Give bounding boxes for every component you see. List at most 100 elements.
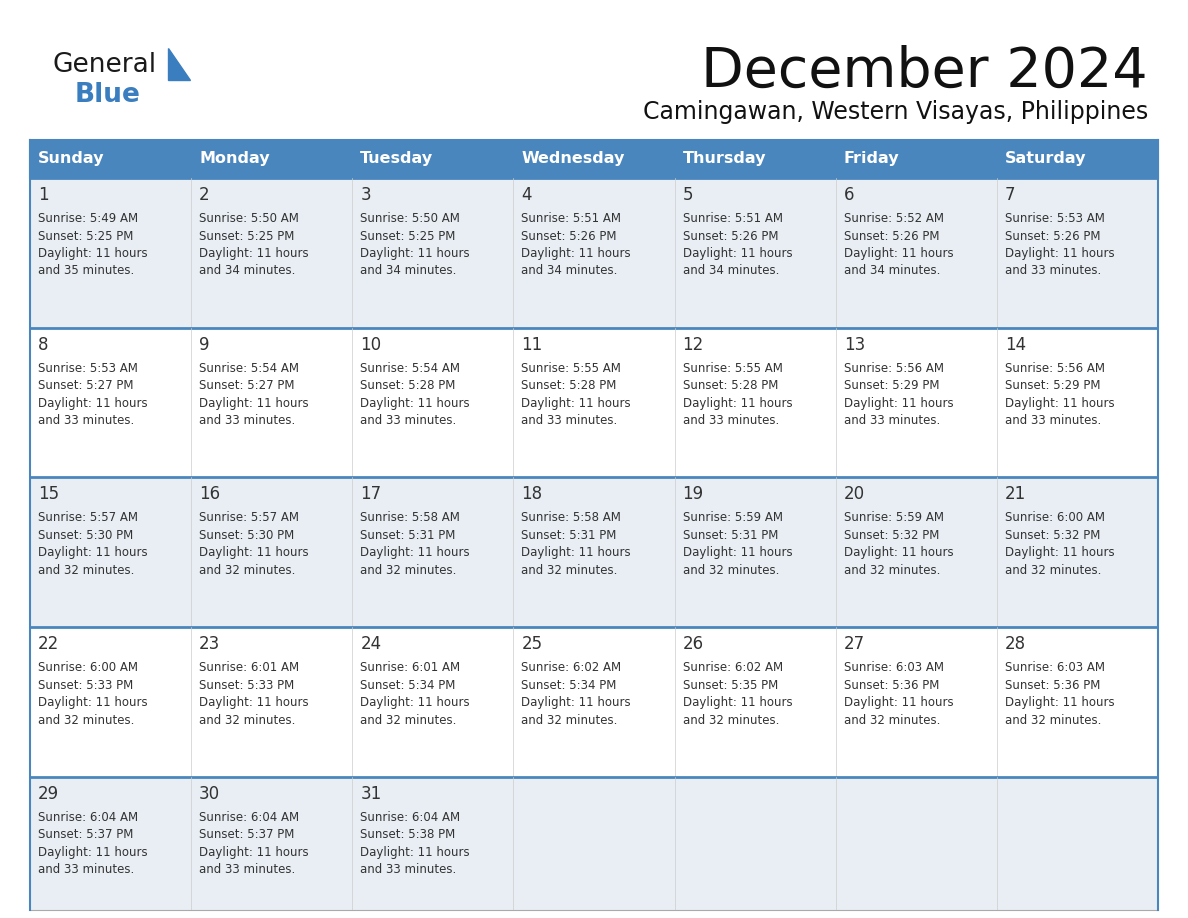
Text: Daylight: 11 hours: Daylight: 11 hours (522, 546, 631, 559)
Text: Sunrise: 6:01 AM: Sunrise: 6:01 AM (200, 661, 299, 674)
Text: and 32 minutes.: and 32 minutes. (843, 564, 940, 577)
Bar (353, 140, 513, 178)
Text: Sunrise: 5:53 AM: Sunrise: 5:53 AM (38, 362, 138, 375)
Text: Sunset: 5:31 PM: Sunset: 5:31 PM (683, 529, 778, 542)
Bar (191, 140, 353, 178)
Text: Daylight: 11 hours: Daylight: 11 hours (38, 546, 147, 559)
Text: Sunset: 5:32 PM: Sunset: 5:32 PM (1005, 529, 1100, 542)
Text: Daylight: 11 hours: Daylight: 11 hours (200, 247, 309, 260)
Text: Daylight: 11 hours: Daylight: 11 hours (1005, 546, 1114, 559)
Text: Sunrise: 5:56 AM: Sunrise: 5:56 AM (1005, 362, 1105, 375)
Text: 21: 21 (1005, 486, 1026, 503)
Text: Sunset: 5:26 PM: Sunset: 5:26 PM (522, 230, 617, 242)
Text: Sunrise: 5:54 AM: Sunrise: 5:54 AM (200, 362, 299, 375)
Text: 18: 18 (522, 486, 543, 503)
Text: and 33 minutes.: and 33 minutes. (843, 414, 940, 427)
Text: Daylight: 11 hours: Daylight: 11 hours (843, 247, 953, 260)
Text: and 32 minutes.: and 32 minutes. (1005, 564, 1101, 577)
Bar (30, 477, 1158, 627)
Text: Daylight: 11 hours: Daylight: 11 hours (360, 546, 470, 559)
Bar (30, 140, 1158, 178)
Text: 16: 16 (200, 486, 220, 503)
Text: 25: 25 (522, 635, 543, 653)
Text: and 34 minutes.: and 34 minutes. (843, 264, 940, 277)
Text: and 34 minutes.: and 34 minutes. (683, 264, 779, 277)
Text: 29: 29 (38, 785, 59, 802)
Text: Sunset: 5:33 PM: Sunset: 5:33 PM (38, 678, 133, 691)
Text: Daylight: 11 hours: Daylight: 11 hours (683, 247, 792, 260)
Text: Sunset: 5:31 PM: Sunset: 5:31 PM (360, 529, 456, 542)
Text: 4: 4 (522, 186, 532, 204)
Text: and 34 minutes.: and 34 minutes. (360, 264, 456, 277)
Text: Sunset: 5:26 PM: Sunset: 5:26 PM (843, 230, 940, 242)
Text: and 33 minutes.: and 33 minutes. (522, 414, 618, 427)
Bar (513, 140, 675, 178)
Text: Sunrise: 6:00 AM: Sunrise: 6:00 AM (1005, 511, 1105, 524)
Text: Sunset: 5:25 PM: Sunset: 5:25 PM (360, 230, 456, 242)
Text: and 32 minutes.: and 32 minutes. (683, 564, 779, 577)
Text: Friday: Friday (843, 151, 899, 166)
Text: Daylight: 11 hours: Daylight: 11 hours (38, 696, 147, 709)
Text: Daylight: 11 hours: Daylight: 11 hours (683, 397, 792, 409)
Text: Sunrise: 5:53 AM: Sunrise: 5:53 AM (1005, 212, 1105, 225)
Text: and 32 minutes.: and 32 minutes. (522, 564, 618, 577)
Text: 10: 10 (360, 336, 381, 353)
Text: Sunset: 5:36 PM: Sunset: 5:36 PM (843, 678, 939, 691)
Text: Daylight: 11 hours: Daylight: 11 hours (1005, 397, 1114, 409)
Text: 7: 7 (1005, 186, 1016, 204)
Text: Sunday: Sunday (38, 151, 105, 166)
Text: Sunset: 5:28 PM: Sunset: 5:28 PM (683, 379, 778, 392)
Text: 17: 17 (360, 486, 381, 503)
Text: Tuesday: Tuesday (360, 151, 434, 166)
Text: Sunset: 5:30 PM: Sunset: 5:30 PM (38, 529, 133, 542)
Text: and 32 minutes.: and 32 minutes. (38, 564, 134, 577)
Text: 14: 14 (1005, 336, 1026, 353)
Text: 9: 9 (200, 336, 209, 353)
Text: Daylight: 11 hours: Daylight: 11 hours (522, 247, 631, 260)
Text: Daylight: 11 hours: Daylight: 11 hours (38, 845, 147, 858)
Text: and 34 minutes.: and 34 minutes. (522, 264, 618, 277)
Text: Sunrise: 5:54 AM: Sunrise: 5:54 AM (360, 362, 460, 375)
Text: Sunrise: 5:58 AM: Sunrise: 5:58 AM (522, 511, 621, 524)
Bar (30, 627, 1158, 777)
Text: Sunrise: 5:56 AM: Sunrise: 5:56 AM (843, 362, 943, 375)
Bar (30, 777, 1158, 910)
Text: Sunset: 5:27 PM: Sunset: 5:27 PM (38, 379, 133, 392)
Text: General: General (52, 52, 156, 78)
Text: 12: 12 (683, 336, 703, 353)
Text: Sunset: 5:37 PM: Sunset: 5:37 PM (38, 828, 133, 841)
Text: Daylight: 11 hours: Daylight: 11 hours (1005, 696, 1114, 709)
Text: Sunrise: 5:55 AM: Sunrise: 5:55 AM (683, 362, 783, 375)
Text: Daylight: 11 hours: Daylight: 11 hours (360, 397, 470, 409)
Text: 2: 2 (200, 186, 210, 204)
Text: Sunset: 5:26 PM: Sunset: 5:26 PM (1005, 230, 1100, 242)
Text: Sunrise: 6:03 AM: Sunrise: 6:03 AM (1005, 661, 1105, 674)
Text: Sunrise: 6:04 AM: Sunrise: 6:04 AM (360, 811, 461, 823)
Text: Sunset: 5:32 PM: Sunset: 5:32 PM (843, 529, 939, 542)
Text: Sunrise: 5:59 AM: Sunrise: 5:59 AM (843, 511, 943, 524)
Text: Sunset: 5:30 PM: Sunset: 5:30 PM (200, 529, 295, 542)
Text: Sunrise: 5:51 AM: Sunrise: 5:51 AM (683, 212, 783, 225)
Text: 22: 22 (38, 635, 59, 653)
Text: Wednesday: Wednesday (522, 151, 625, 166)
Text: Sunrise: 6:02 AM: Sunrise: 6:02 AM (683, 661, 783, 674)
Text: Sunrise: 5:55 AM: Sunrise: 5:55 AM (522, 362, 621, 375)
Text: Daylight: 11 hours: Daylight: 11 hours (38, 397, 147, 409)
Text: and 32 minutes.: and 32 minutes. (360, 564, 456, 577)
Text: and 33 minutes.: and 33 minutes. (38, 863, 134, 877)
Text: Daylight: 11 hours: Daylight: 11 hours (38, 247, 147, 260)
Text: and 32 minutes.: and 32 minutes. (522, 713, 618, 726)
Text: Sunrise: 5:50 AM: Sunrise: 5:50 AM (200, 212, 299, 225)
Text: 26: 26 (683, 635, 703, 653)
Text: 13: 13 (843, 336, 865, 353)
Text: 23: 23 (200, 635, 221, 653)
Text: and 32 minutes.: and 32 minutes. (38, 713, 134, 726)
Text: Daylight: 11 hours: Daylight: 11 hours (360, 845, 470, 858)
Text: Sunset: 5:25 PM: Sunset: 5:25 PM (38, 230, 133, 242)
Text: Monday: Monday (200, 151, 270, 166)
Text: December 2024: December 2024 (701, 45, 1148, 99)
Text: and 33 minutes.: and 33 minutes. (200, 414, 296, 427)
Text: Sunrise: 5:50 AM: Sunrise: 5:50 AM (360, 212, 460, 225)
Text: 31: 31 (360, 785, 381, 802)
Text: Sunrise: 6:02 AM: Sunrise: 6:02 AM (522, 661, 621, 674)
